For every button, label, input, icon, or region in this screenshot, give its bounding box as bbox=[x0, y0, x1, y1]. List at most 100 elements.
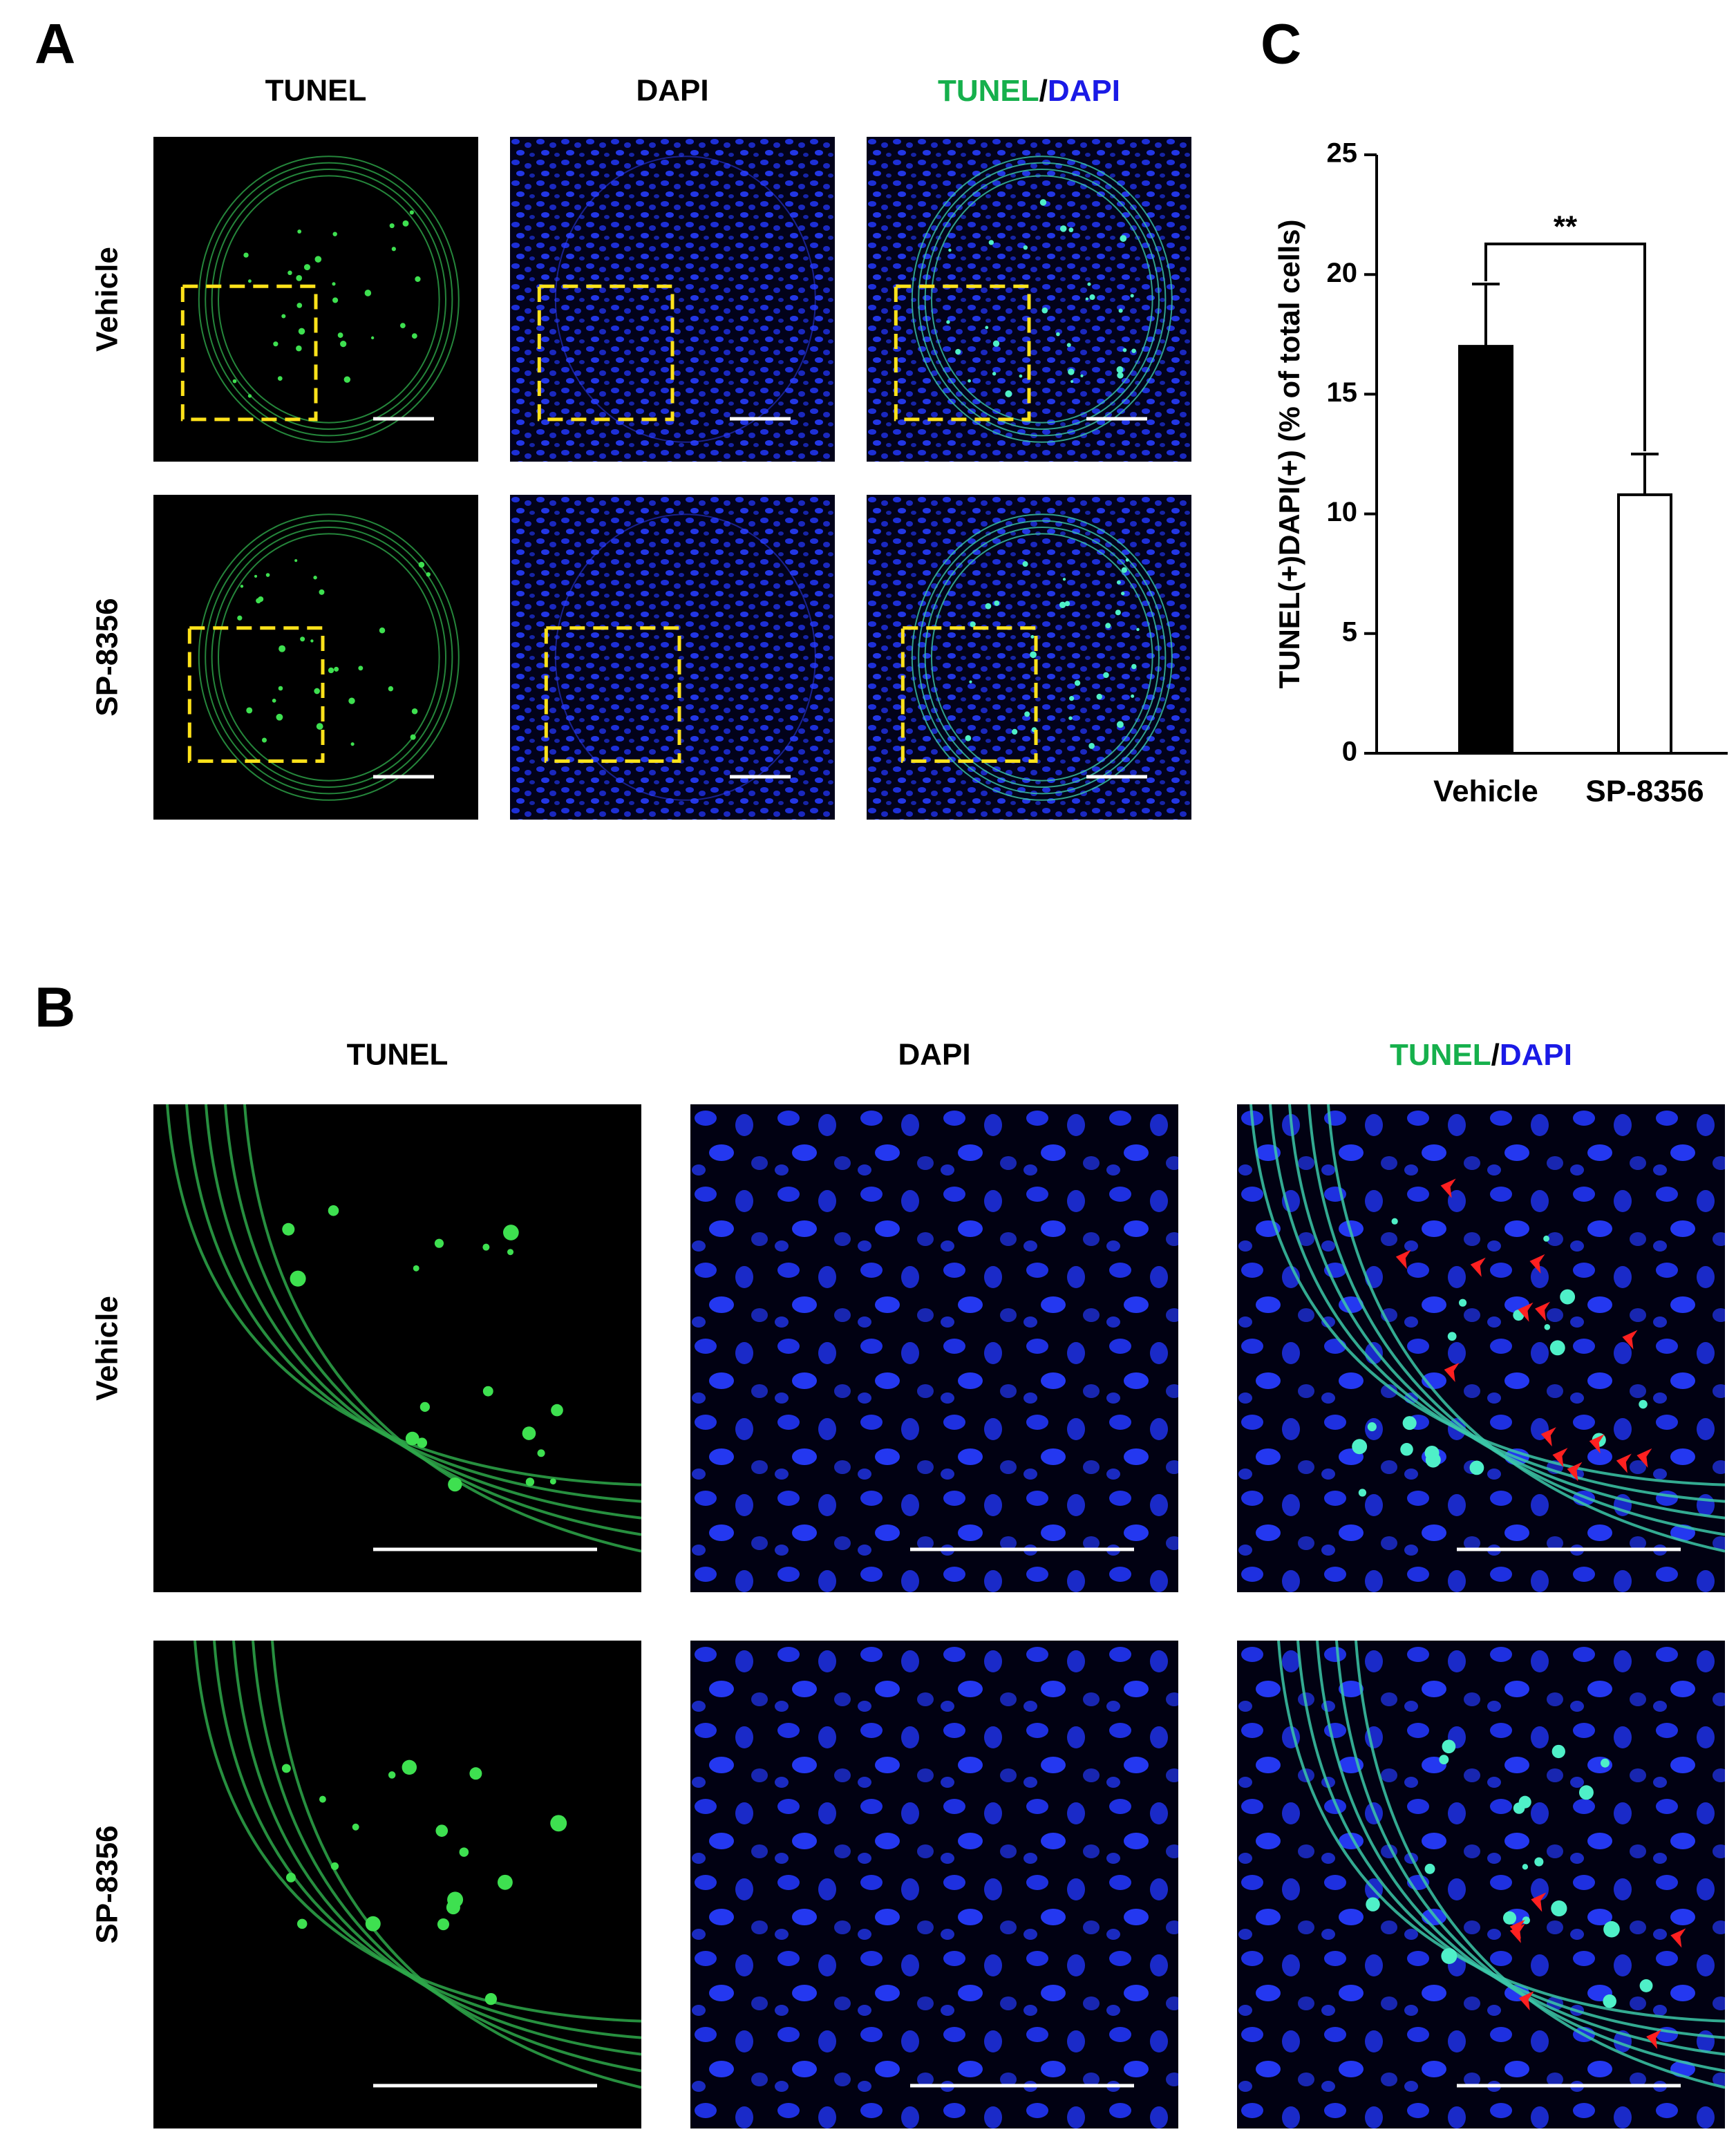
tunel-spot bbox=[1116, 580, 1121, 585]
bar bbox=[1617, 493, 1672, 755]
vessel-wall bbox=[1249, 1104, 1725, 1486]
background bbox=[153, 1104, 641, 1592]
tunel-spot bbox=[314, 256, 322, 263]
tunel-spot bbox=[300, 636, 305, 642]
micrograph bbox=[153, 495, 478, 820]
tunel-spot bbox=[1442, 1739, 1456, 1754]
tunel-spot bbox=[1551, 1900, 1567, 1917]
background bbox=[1237, 1641, 1725, 2128]
vessel-wall bbox=[198, 155, 460, 443]
tunel-spot bbox=[411, 333, 417, 339]
y-tick-label: 25 bbox=[1327, 138, 1358, 169]
tunel-spot bbox=[1441, 1947, 1457, 1965]
tunel-spot bbox=[247, 394, 252, 398]
tunel-spot bbox=[411, 708, 418, 715]
tunel-spot bbox=[1041, 307, 1048, 314]
header-part: DAPI bbox=[1048, 74, 1120, 108]
arrowhead bbox=[1646, 2030, 1662, 2050]
vessel-wall bbox=[194, 1641, 641, 2023]
arrowhead bbox=[1395, 1249, 1411, 1269]
tunel-spot bbox=[484, 1993, 498, 2005]
tunel-spot bbox=[1522, 1916, 1530, 1925]
tunel-spot bbox=[525, 1478, 535, 1486]
tunel-spot bbox=[948, 248, 952, 252]
tunel-spot bbox=[992, 340, 1000, 347]
arrowhead bbox=[1636, 1448, 1652, 1468]
micrograph bbox=[510, 137, 835, 462]
arrowhead bbox=[1616, 1453, 1632, 1473]
column-header: TUNEL bbox=[265, 74, 367, 108]
tunel-spot bbox=[1544, 1324, 1551, 1330]
vessel-wall bbox=[211, 527, 446, 788]
background bbox=[153, 1641, 641, 2128]
tunel-spot bbox=[1115, 610, 1121, 616]
vessel-wall bbox=[185, 1104, 641, 1503]
tunel-spot bbox=[328, 1205, 339, 1216]
column-header: DAPI bbox=[898, 1038, 970, 1072]
tunel-spot bbox=[281, 314, 286, 319]
arrowhead bbox=[1552, 1448, 1568, 1468]
tunel-spot bbox=[332, 282, 336, 286]
y-tick-label: 20 bbox=[1327, 258, 1358, 288]
tunel-spot bbox=[1130, 294, 1134, 298]
y-tick-label: 10 bbox=[1327, 497, 1358, 527]
panel-label: A bbox=[35, 13, 75, 76]
tunel-spot bbox=[417, 1437, 428, 1448]
micrograph bbox=[153, 1104, 641, 1592]
tunel-spot bbox=[1096, 693, 1102, 700]
arrowhead bbox=[1529, 1254, 1545, 1274]
tunel-spot bbox=[364, 290, 372, 296]
vessel-wall bbox=[243, 1104, 641, 1553]
tunel-spot bbox=[1022, 561, 1028, 567]
tunel-spot bbox=[503, 1225, 519, 1240]
tunel-spot bbox=[970, 621, 976, 627]
vessel-wall bbox=[1335, 1641, 1725, 2073]
tunel-spot bbox=[340, 341, 347, 348]
tunel-spot bbox=[265, 573, 270, 577]
tunel-spot bbox=[435, 1824, 449, 1837]
arrowhead bbox=[1567, 1462, 1583, 1482]
tunel-spot bbox=[278, 686, 283, 691]
tunel-spot bbox=[319, 1795, 326, 1803]
tunel-spot bbox=[551, 1404, 563, 1417]
vessel-wall bbox=[252, 1641, 641, 2073]
vessel-wall bbox=[554, 513, 816, 801]
tunel-spot bbox=[426, 572, 431, 577]
tunel-spot bbox=[1639, 1399, 1648, 1409]
tunel-spot bbox=[1131, 348, 1136, 353]
vessel-wall bbox=[554, 155, 816, 443]
arrowhead bbox=[1518, 1302, 1534, 1322]
tunel-spot bbox=[297, 229, 302, 234]
column-header: TUNEL bbox=[347, 1038, 449, 1072]
tunel-spot bbox=[482, 1243, 490, 1251]
tunel-spot bbox=[303, 264, 310, 271]
inset-box bbox=[900, 626, 1038, 763]
row-label: Vehicle bbox=[91, 247, 124, 352]
x-tick-label: SP-8356 bbox=[1585, 775, 1704, 809]
tunel-spot bbox=[1121, 567, 1127, 573]
vessel-wall bbox=[1327, 1104, 1725, 1553]
tunel-spot bbox=[985, 325, 989, 330]
vessel-wall bbox=[931, 175, 1153, 424]
tunel-spot bbox=[243, 252, 249, 258]
header-part: / bbox=[1039, 74, 1048, 108]
column-header: TUNEL/DAPI bbox=[1390, 1038, 1572, 1072]
tunel-spot bbox=[334, 666, 339, 672]
tunel-spot bbox=[365, 1916, 381, 1932]
tunel-spot bbox=[254, 574, 258, 578]
tunel-spot bbox=[1030, 634, 1035, 639]
tunel-spot bbox=[469, 1767, 482, 1780]
tunel-spot bbox=[409, 210, 414, 215]
tunel-spot bbox=[332, 232, 337, 236]
vessel-wall bbox=[1269, 1104, 1725, 1503]
tunel-spot bbox=[1469, 1460, 1484, 1475]
tunel-spot bbox=[1030, 651, 1037, 659]
tunel-spot bbox=[1066, 343, 1071, 348]
tunel-spot bbox=[1439, 1755, 1449, 1765]
tunel-spot bbox=[1068, 368, 1075, 375]
bar bbox=[1458, 345, 1513, 755]
tunel-spot bbox=[1560, 1289, 1576, 1305]
vessel-wall bbox=[205, 520, 453, 795]
background bbox=[510, 495, 835, 820]
micrograph bbox=[510, 495, 835, 820]
